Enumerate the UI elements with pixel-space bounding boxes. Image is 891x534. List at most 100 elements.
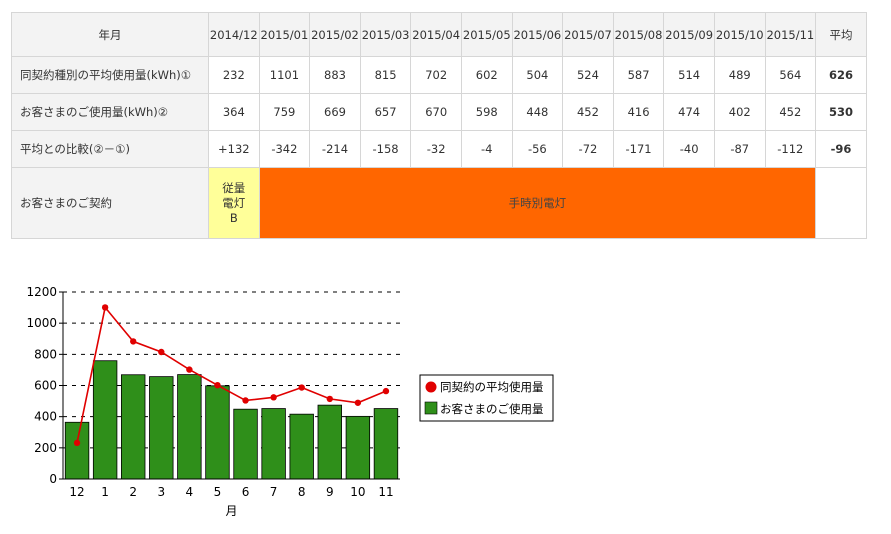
table-row-customer-usage: お客さまのご使用量(kWh)② 364 759 669 657 670 598 … <box>11 93 867 131</box>
x-tick-label: 7 <box>270 485 278 499</box>
line-point <box>130 338 137 345</box>
line-point <box>298 384 305 391</box>
x-tick-label: 11 <box>378 485 393 499</box>
table-cell: 402 <box>713 93 766 131</box>
average-header: 平均 <box>815 12 867 57</box>
table-cell: 602 <box>460 56 513 94</box>
row-label: お客さまのご契約 <box>11 167 209 239</box>
x-tick-label: 5 <box>214 485 222 499</box>
contract-plan-meter-rate: 従量 電灯 B <box>208 167 260 239</box>
table-cell: -32 <box>410 130 462 168</box>
bar <box>92 360 118 480</box>
month-header: 2015/08 <box>612 12 665 57</box>
legend-box <box>419 374 554 422</box>
bar <box>261 408 286 480</box>
x-tick-label: 8 <box>298 485 306 499</box>
table-cell: -171 <box>612 130 665 168</box>
month-header: 2015/01 <box>258 12 311 57</box>
table-cell: 524 <box>562 56 614 94</box>
table-cell: -158 <box>359 130 412 168</box>
x-axis-label: 月 <box>225 504 237 518</box>
table-row-contract: お客さまのご契約 従量 電灯 B 手時別電灯 <box>11 167 867 239</box>
x-tick-label: 10 <box>350 485 365 499</box>
average-cell: 626 <box>815 56 867 94</box>
header-row: 年月 2014/12 2015/01 2015/02 2015/03 2015/… <box>11 12 867 57</box>
table-cell: 759 <box>258 93 311 131</box>
table-cell: 364 <box>208 93 260 131</box>
table-row-comparison: 平均との比較(②－①) +132 -342 -214 -158 -32 -4 -… <box>11 130 867 168</box>
line-point <box>101 304 109 311</box>
table-cell: 587 <box>612 56 665 94</box>
row-label: 同契約種別の平均使用量(kWh)① <box>11 56 209 94</box>
table-cell: 564 <box>764 56 817 94</box>
table-cell: -87 <box>713 130 766 168</box>
x-tick-label: 1 <box>101 485 109 499</box>
table-cell: 474 <box>663 93 715 131</box>
average-line <box>76 305 387 444</box>
table-cell: 1101 <box>258 56 311 94</box>
table-cell: -40 <box>663 130 715 168</box>
line-point <box>382 387 390 395</box>
x-tick-label: 6 <box>242 485 250 499</box>
table-cell: 815 <box>359 56 412 94</box>
month-header: 2015/10 <box>713 12 766 57</box>
line-point <box>214 381 221 389</box>
table-cell: 670 <box>410 93 462 131</box>
month-header: 2015/11 <box>764 12 817 57</box>
bar <box>373 408 399 480</box>
bar <box>345 415 371 480</box>
average-cell: 530 <box>815 93 867 131</box>
x-tick-label: 4 <box>186 485 194 499</box>
x-tick-label: 3 <box>157 485 165 499</box>
table-cell: 883 <box>309 56 361 94</box>
table-cell: 452 <box>764 93 817 131</box>
y-tick-label: 800 <box>34 347 57 361</box>
month-header: 2015/07 <box>562 12 614 57</box>
row-label: 平均との比較(②－①) <box>11 130 209 168</box>
line-point <box>270 394 277 401</box>
legend-label: お客さまのご使用量 <box>440 402 544 416</box>
table-cell: 448 <box>511 93 564 131</box>
y-tick-label: 400 <box>34 410 57 424</box>
x-tick-label: 12 <box>69 485 84 499</box>
table-cell: 489 <box>713 56 766 94</box>
plan-text-line: B <box>229 210 238 225</box>
month-header: 2015/04 <box>410 12 462 57</box>
line-point <box>158 348 165 356</box>
plan-text-line: 電灯 <box>222 195 246 210</box>
y-tick-label: 1000 <box>26 316 57 330</box>
month-header: 2015/09 <box>663 12 715 57</box>
table-cell: 232 <box>208 56 260 94</box>
table-cell: 416 <box>612 93 665 131</box>
usage-table: 年月 2014/12 2015/01 2015/02 2015/03 2015/… <box>11 12 867 239</box>
year-month-header: 年月 <box>11 12 209 57</box>
table-cell: 669 <box>309 93 361 131</box>
bar <box>205 385 230 480</box>
y-tick-label: 200 <box>34 441 57 455</box>
y-tick-label: 0 <box>49 472 57 486</box>
table-cell: 657 <box>359 93 412 131</box>
table-cell: 504 <box>511 56 564 94</box>
line-point <box>354 399 362 406</box>
line-point <box>242 397 249 404</box>
table-cell: -342 <box>258 130 311 168</box>
legend-marker-line <box>425 381 437 393</box>
y-tick-label: 600 <box>34 379 57 393</box>
month-header: 2015/02 <box>309 12 361 57</box>
bar <box>177 374 202 480</box>
table-cell: -56 <box>511 130 564 168</box>
contract-plan-time-of-use: 手時別電灯 <box>258 167 817 239</box>
table-cell: 452 <box>562 93 614 131</box>
bar <box>121 374 146 480</box>
bar <box>289 413 314 480</box>
row-label: お客さまのご使用量(kWh)② <box>11 93 209 131</box>
line-point <box>326 395 333 403</box>
x-tick-label: 9 <box>326 485 334 499</box>
table-cell: -214 <box>309 130 361 168</box>
table-row-peer-average: 同契約種別の平均使用量(kWh)① 232 1101 883 815 702 6… <box>11 56 867 94</box>
bar <box>317 404 342 480</box>
legend-marker-bar <box>424 401 438 415</box>
line-point <box>186 366 193 373</box>
empty-cell <box>815 167 867 239</box>
table-cell: 514 <box>663 56 715 94</box>
